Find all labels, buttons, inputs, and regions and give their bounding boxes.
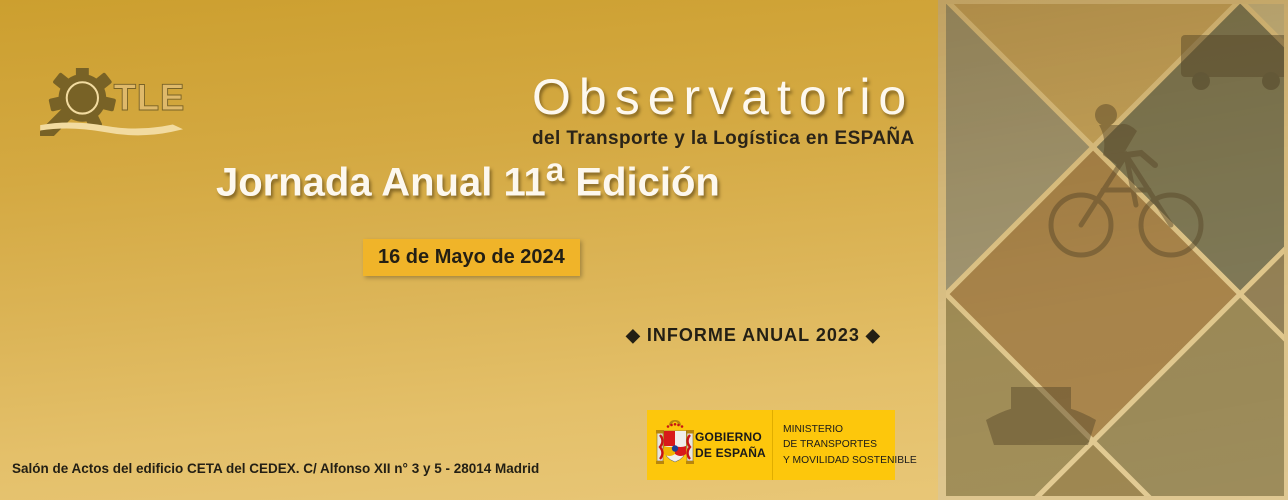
svg-text:TLE: TLE: [114, 77, 185, 118]
